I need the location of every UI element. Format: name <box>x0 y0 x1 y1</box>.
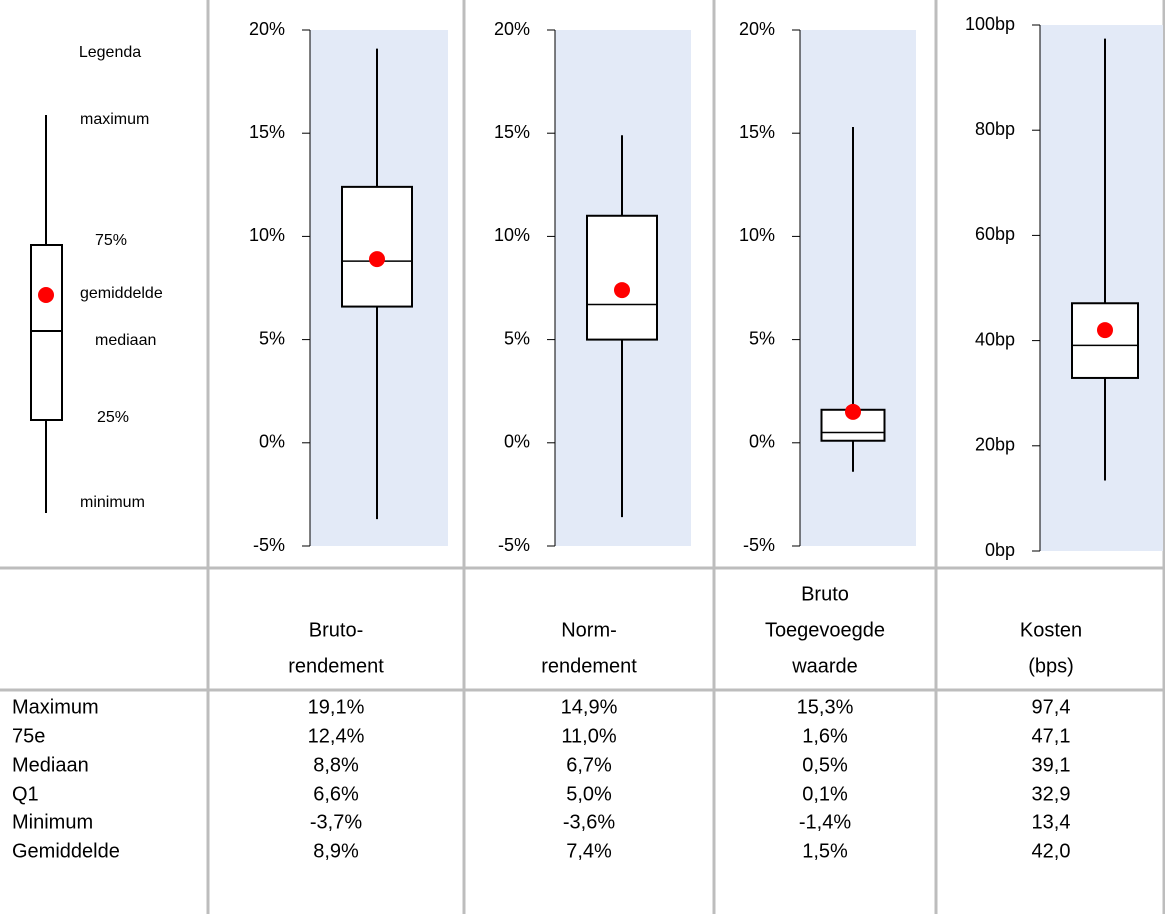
y-tick-label: 5% <box>259 328 285 348</box>
column-title: Toegevoegde <box>765 619 885 641</box>
column-title: waarde <box>791 655 858 677</box>
column-title: rendement <box>288 655 384 677</box>
legend-label: mediaan <box>95 332 156 349</box>
y-tick-label: -5% <box>253 535 285 555</box>
table-cell: 19,1% <box>308 696 365 718</box>
table-cell: 13,4 <box>1032 811 1071 833</box>
column-title: Kosten <box>1020 619 1082 641</box>
mean-dot <box>369 251 385 268</box>
mean-dot <box>1097 322 1113 339</box>
row-label: 75e <box>12 725 45 747</box>
column-title: (bps) <box>1028 655 1074 677</box>
row-label: Mediaan <box>12 754 89 776</box>
column-title: Bruto- <box>309 619 363 641</box>
y-tick-label: 80bp <box>975 119 1015 139</box>
table-cell: 47,1 <box>1032 725 1071 747</box>
table-cell: 1,6% <box>802 725 848 747</box>
plot-area <box>800 30 916 546</box>
y-tick-label: 0% <box>259 432 285 452</box>
y-tick-label: 0% <box>749 432 775 452</box>
table-cell: -3,7% <box>310 811 362 833</box>
column-title: Norm- <box>561 619 617 641</box>
y-tick-label: 10% <box>739 225 775 245</box>
column-title: Bruto <box>801 583 849 605</box>
table-cell: 1,5% <box>802 840 848 862</box>
table-cell: 8,8% <box>313 754 359 776</box>
box <box>1071 302 1139 379</box>
table-cell: 14,9% <box>561 696 618 718</box>
table-cell: 11,0% <box>561 725 616 747</box>
box <box>341 185 413 308</box>
legend-drawing <box>30 115 63 513</box>
y-tick-label: -5% <box>743 535 775 555</box>
table-cell: 15,3% <box>797 696 854 718</box>
mean-dot <box>614 282 630 299</box>
y-tick-label: 10% <box>494 225 530 245</box>
y-tick-label: 15% <box>249 122 285 142</box>
legend-label: minimum <box>80 494 145 511</box>
legend-label: maximum <box>80 111 149 128</box>
table-cell: 6,7% <box>566 754 612 776</box>
y-tick-label: 15% <box>739 122 775 142</box>
row-label: Minimum <box>12 811 93 833</box>
y-tick-label: 100bp <box>965 14 1015 34</box>
table-cell: 6,6% <box>313 783 359 805</box>
legend-label: gemiddelde <box>80 285 163 302</box>
legend-label: 25% <box>97 409 129 426</box>
table-cell: 5,0% <box>566 783 612 805</box>
y-tick-label: 10% <box>249 225 285 245</box>
y-tick-label: 15% <box>494 122 530 142</box>
table-cell: 32,9 <box>1032 783 1071 805</box>
y-tick-label: 20bp <box>975 435 1015 455</box>
y-tick-label: 60bp <box>975 224 1015 244</box>
table-cell: 12,4% <box>308 725 365 747</box>
table-cell: 8,9% <box>313 840 359 862</box>
y-tick-label: 40bp <box>975 329 1015 349</box>
y-tick-label: 0% <box>504 432 530 452</box>
legend-label: 75% <box>95 232 127 249</box>
row-label: Q1 <box>12 783 39 805</box>
y-tick-label: 5% <box>749 328 775 348</box>
table-cell: 42,0 <box>1032 840 1071 862</box>
row-label: Maximum <box>12 696 99 718</box>
y-tick-label: 20% <box>739 19 775 39</box>
table-cell: 0,1% <box>802 783 848 805</box>
table-cell: 97,4 <box>1032 696 1071 718</box>
y-tick-label: -5% <box>498 535 530 555</box>
table-cell: -1,4% <box>799 811 851 833</box>
mean-dot <box>845 403 861 420</box>
y-tick-label: 5% <box>504 328 530 348</box>
table-cell: 0,5% <box>802 754 848 776</box>
table-cell: 39,1 <box>1032 754 1071 776</box>
column-title: rendement <box>541 655 637 677</box>
table-cell: 7,4% <box>566 840 612 862</box>
y-tick-label: 0bp <box>985 540 1015 560</box>
plot-area <box>1040 25 1163 551</box>
y-tick-label: 20% <box>249 19 285 39</box>
legend-title: Legenda <box>79 44 141 61</box>
box <box>586 214 658 341</box>
y-tick-label: 20% <box>494 19 530 39</box>
row-label: Gemiddelde <box>12 840 120 862</box>
table-cell: -3,6% <box>563 811 615 833</box>
